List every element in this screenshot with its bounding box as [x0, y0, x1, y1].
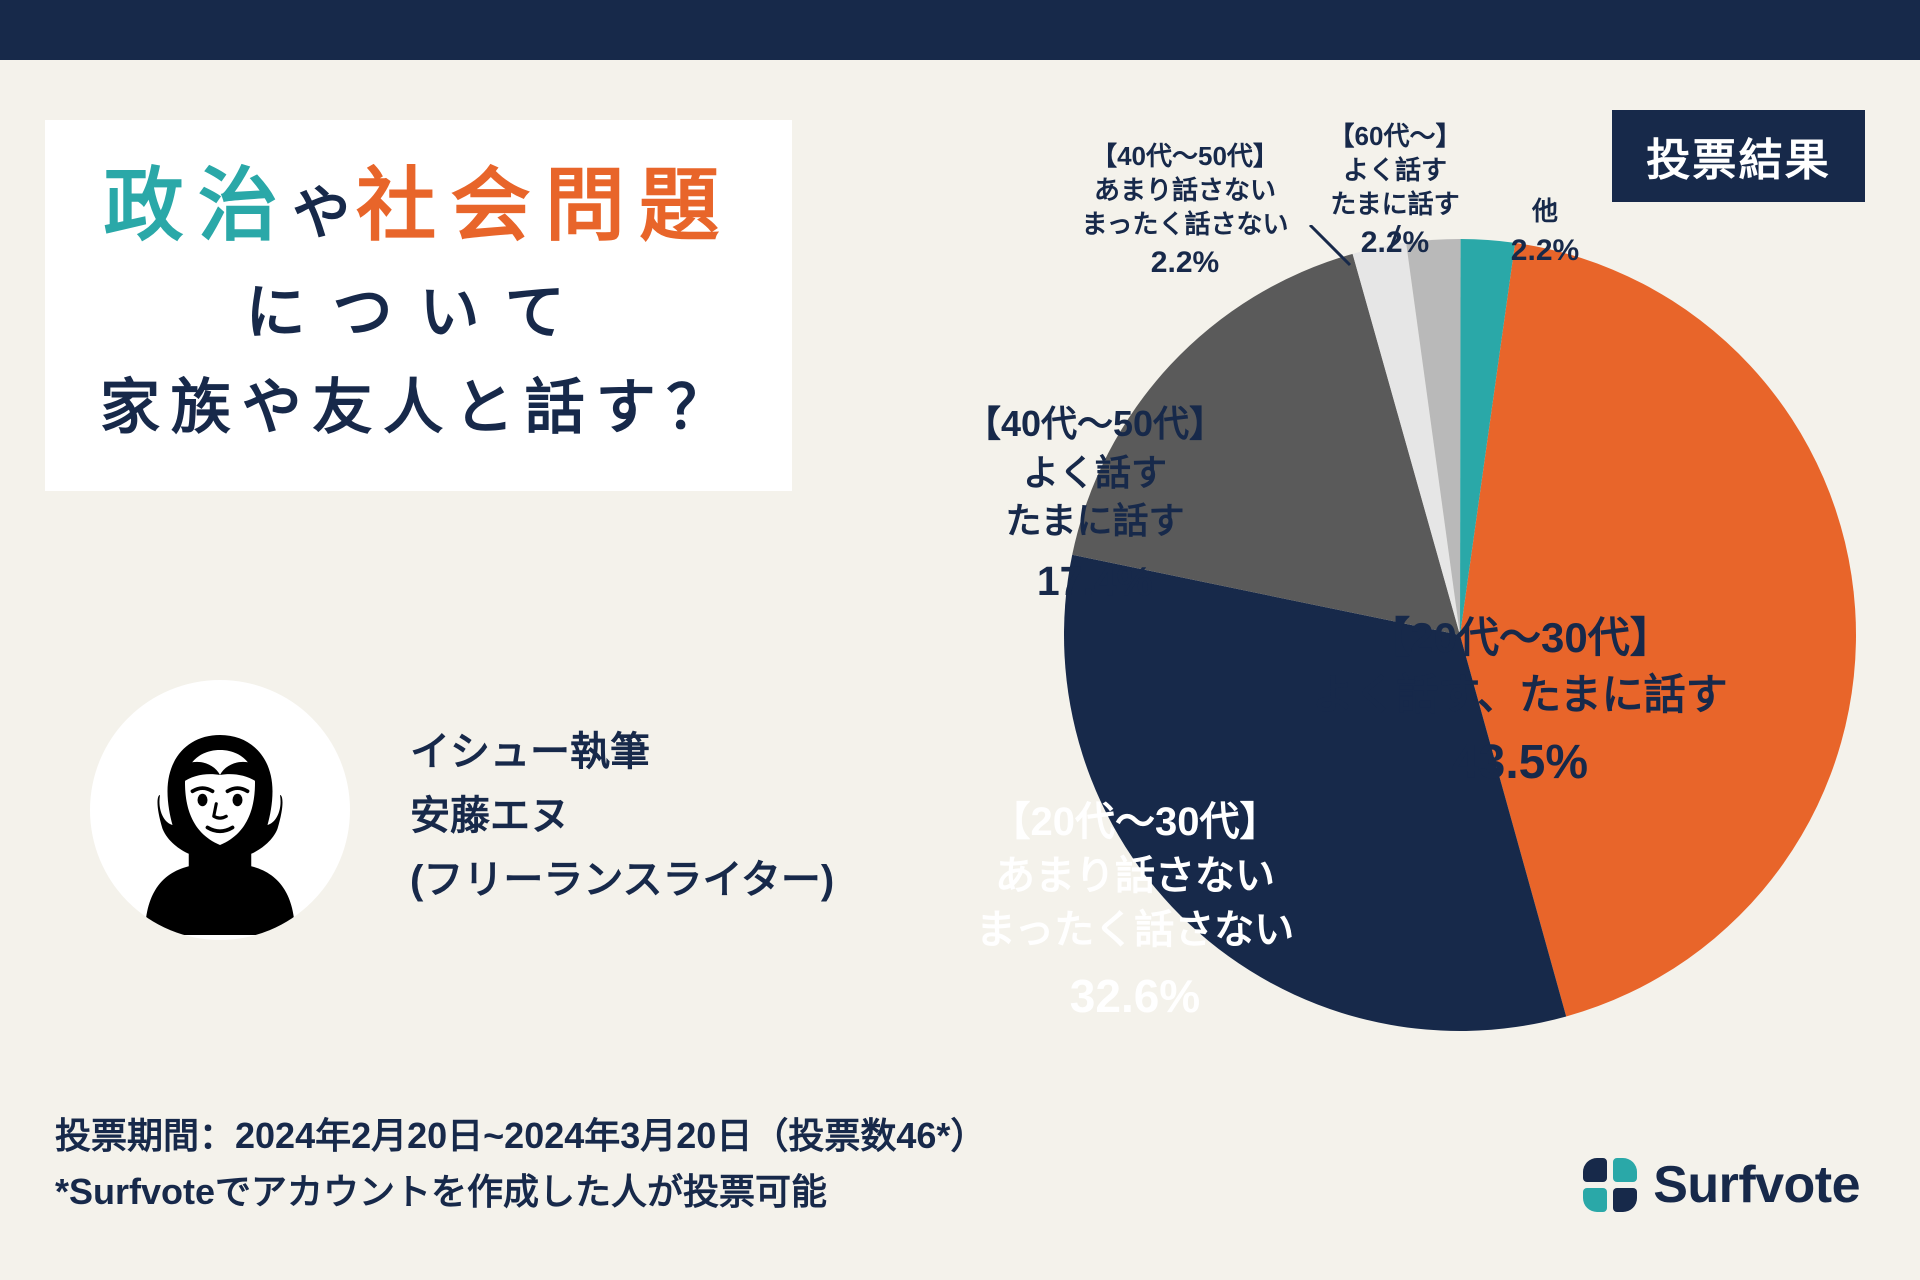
title-line-2: について — [100, 264, 737, 351]
top-bar — [0, 0, 1920, 60]
logo-text: Surfvote — [1653, 1155, 1860, 1215]
author-subtitle: (フリーランスライター) — [410, 848, 834, 912]
author-block: イシュー執筆 安藤エヌ (フリーランスライター) — [410, 720, 834, 912]
pie-slice-label: 【40代〜50代】よく話すたまに話す17.4% — [965, 400, 1225, 609]
pie-slice-label: 【20代〜30代】よく話す、たまに話す43.5% — [1312, 610, 1727, 796]
pie-slice-label: 【60代〜】よく話すたまに話す2.2% — [1329, 120, 1462, 262]
pie-slice-label: 他2.2% — [1511, 195, 1579, 270]
title-line-1: 政治や社会問題 — [100, 158, 737, 254]
surfvote-logo: Surfvote — [1583, 1155, 1860, 1215]
avatar-illustration — [95, 685, 345, 935]
pie-slice-label: 【20代〜30代】あまり話さないまったく話さない32.6% — [976, 795, 1294, 1027]
footer-line-2: *Surfvoteでアカウントを作成した人が投票可能 — [55, 1164, 986, 1220]
result-badge: 投票結果 — [1612, 110, 1865, 202]
title-connector: や — [292, 181, 356, 246]
footer-line-1: 投票期間：2024年2月20日~2024年3月20日（投票数46*） — [55, 1108, 986, 1164]
author-role: イシュー執筆 — [410, 720, 834, 784]
author-avatar — [90, 680, 350, 940]
title-line-3: 家族や友人と話す？ — [100, 359, 737, 446]
title-word-social-issues: 社会問題 — [356, 161, 734, 250]
pie-slice-label: 【40代〜50代】あまり話さないまったく話さない2.2% — [1082, 140, 1289, 282]
title-box: 政治や社会問題 について 家族や友人と話す？ — [45, 120, 792, 491]
footer-text: 投票期間：2024年2月20日~2024年3月20日（投票数46*） *Surf… — [55, 1108, 986, 1220]
logo-mark-icon — [1583, 1158, 1637, 1212]
title-word-politics: 政治 — [103, 161, 292, 250]
author-name: 安藤エヌ — [410, 784, 834, 848]
